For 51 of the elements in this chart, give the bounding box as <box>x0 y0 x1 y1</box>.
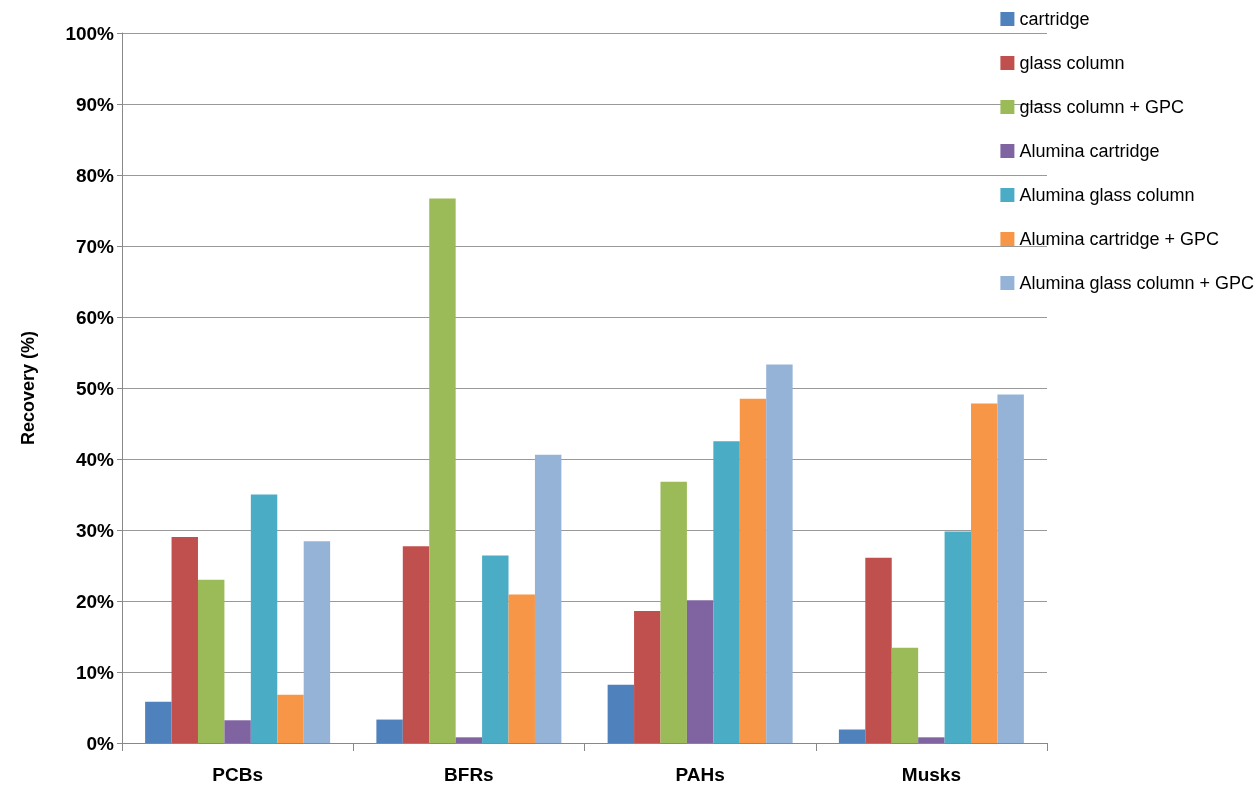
x-tick-label: PAHs <box>675 764 725 785</box>
bar <box>891 647 919 743</box>
bar <box>766 364 793 743</box>
bar <box>482 555 509 743</box>
x-tick-label: PCBs <box>212 764 263 785</box>
bar <box>250 494 278 743</box>
y-tick-label: 90% <box>75 93 115 115</box>
bar <box>277 694 304 743</box>
bar <box>713 441 740 743</box>
x-tick-label: Musks <box>901 764 961 785</box>
y-axis-title: Recovery (%) <box>18 330 38 446</box>
bar <box>402 546 430 743</box>
bar <box>197 579 225 743</box>
legend-label: Alumina glass column + GPC <box>1019 273 1255 293</box>
bar <box>508 594 535 743</box>
bar <box>971 403 998 743</box>
y-tick-label: 100% <box>65 22 115 44</box>
legend-label: Alumina cartridge + GPC <box>1019 229 1219 249</box>
bar <box>865 557 892 743</box>
y-tick-label: 30% <box>75 519 115 541</box>
legend-label: cartridge <box>1019 9 1090 29</box>
bar <box>686 600 714 743</box>
bar <box>660 481 687 743</box>
legend-label: glass column + GPC <box>1019 97 1184 117</box>
y-tick-label: 70% <box>75 235 115 257</box>
bar <box>376 719 403 743</box>
y-tick-label: 0% <box>86 732 115 754</box>
bar <box>429 198 456 743</box>
bar <box>997 394 1024 743</box>
bar <box>224 720 251 743</box>
bar <box>607 684 635 743</box>
y-tick-label: 20% <box>75 590 115 612</box>
bar <box>739 398 767 743</box>
bar <box>171 537 198 743</box>
bar <box>455 737 483 743</box>
bar <box>145 701 172 743</box>
y-tick-label: 80% <box>75 164 115 186</box>
legend-label: Alumina glass column <box>1019 185 1195 205</box>
y-tick-label: 50% <box>75 377 115 399</box>
y-tick-label: 10% <box>75 661 115 683</box>
y-tick-label: 40% <box>75 448 115 470</box>
bar <box>634 610 661 743</box>
y-tick-label: 60% <box>75 306 115 328</box>
bar <box>944 531 972 743</box>
x-tick-label: BFRs <box>444 764 494 785</box>
legend-label: Alumina cartridge <box>1019 141 1160 161</box>
bar <box>534 454 562 743</box>
bar <box>918 737 945 743</box>
legend-label: glass column <box>1019 53 1125 73</box>
bar <box>838 729 866 743</box>
bar <box>303 541 331 743</box>
